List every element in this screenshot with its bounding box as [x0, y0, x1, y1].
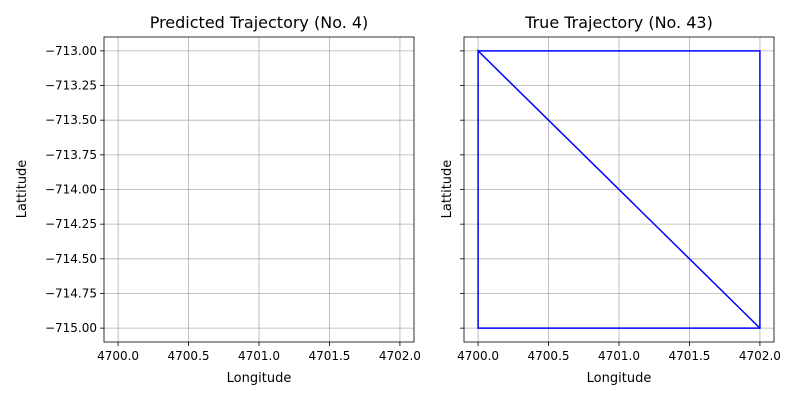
chart-title: Predicted Trajectory (No. 4)	[150, 13, 369, 32]
y-tick-label: −714.50	[45, 252, 97, 266]
y-axis-label: Lattitude	[440, 160, 455, 219]
predicted-trajectory-panel: 4700.0 4700.5 4701.0 4701.5 4702.0 −713.00 −71…	[15, 13, 421, 386]
chart-title: True Trajectory (No. 43)	[524, 13, 713, 32]
x-tick-label: 4700.0	[97, 349, 139, 363]
x-tick-label: 4701.0	[238, 349, 280, 363]
x-tick-label: 4701.0	[598, 349, 640, 363]
y-tick-label: −714.25	[45, 217, 97, 231]
y-tick-label: −714.75	[45, 286, 97, 300]
y-tick-label: −713.50	[45, 113, 97, 127]
trajectory-line	[477, 49, 761, 329]
x-tick-label: 4700.5	[528, 349, 570, 363]
x-axis-label: Longitude	[227, 371, 292, 386]
x-tick-label: 4700.0	[457, 349, 499, 363]
x-tick-label: 4701.5	[308, 349, 350, 363]
y-tick-label: −713.75	[45, 148, 97, 162]
x-axis-label: Longitude	[587, 371, 652, 386]
y-tick-label: −715.00	[45, 321, 97, 335]
x-tick-label: 4700.5	[168, 349, 210, 363]
true-trajectory-panel: 4700.0 4700.5 4701.0 4701.5 4702.0 True Traj…	[440, 13, 781, 386]
y-tick-label: −713.25	[45, 79, 97, 93]
x-tick-label: 4702.0	[379, 349, 421, 363]
y-tick-label: −713.00	[45, 44, 97, 58]
x-tick-label: 4701.5	[668, 349, 710, 363]
y-tick-label: −714.00	[45, 183, 97, 197]
y-axis-label: Lattitude	[15, 160, 30, 219]
x-tick-label: 4702.0	[739, 349, 781, 363]
